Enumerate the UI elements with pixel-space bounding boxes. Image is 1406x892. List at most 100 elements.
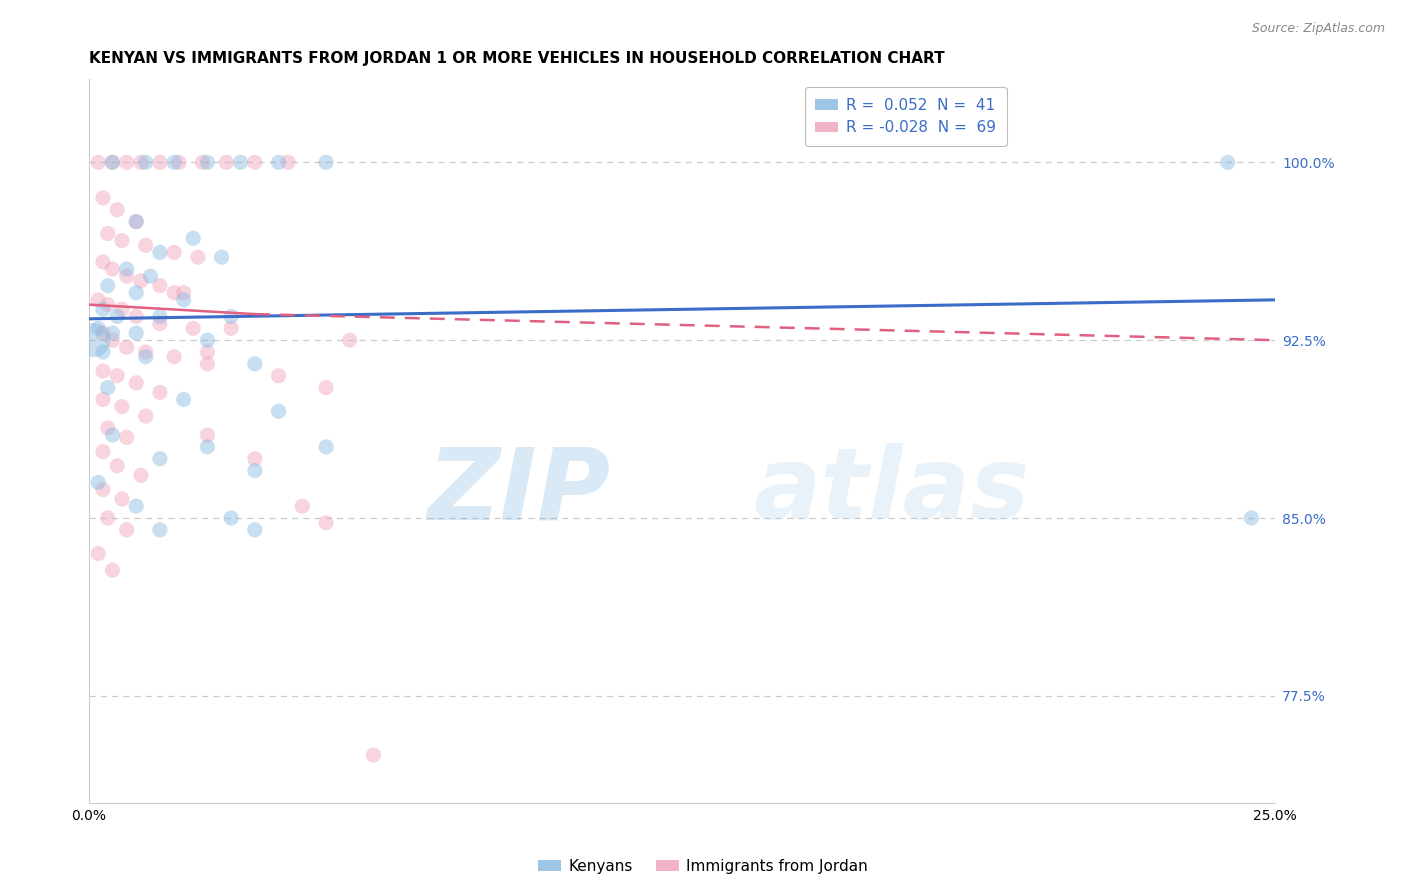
Point [101,563,124,577]
Point [111,491,134,506]
Point [129,155,152,169]
Point [163,155,186,169]
Point [181,321,204,335]
Point [243,155,266,169]
Point [101,428,124,442]
Point [115,340,138,354]
Point [97,421,120,435]
Point [135,238,157,252]
Point [97,297,120,311]
Point [163,285,186,300]
Point [267,368,290,383]
Point [125,214,148,228]
Point [105,202,128,217]
Point [315,440,337,454]
Point [91,255,114,269]
Point [149,310,172,324]
Point [163,350,186,364]
Point [125,499,148,513]
Point [129,468,152,483]
Point [315,155,337,169]
Point [243,523,266,537]
Point [91,326,114,340]
Point [125,214,148,228]
Point [125,376,148,390]
Point [229,155,252,169]
Point [125,326,148,340]
Point [315,381,337,395]
Point [167,155,190,169]
Point [111,234,134,248]
Point [105,368,128,383]
Point [149,317,172,331]
Point [197,357,219,371]
Point [267,155,290,169]
Point [197,333,219,347]
Point [149,385,172,400]
Point [267,404,290,418]
Point [115,523,138,537]
Point [91,364,114,378]
Point [135,409,157,423]
Point [173,285,195,300]
Point [243,357,266,371]
Point [91,483,114,497]
Text: KENYAN VS IMMIGRANTS FROM JORDAN 1 OR MORE VEHICLES IN HOUSEHOLD CORRELATION CHA: KENYAN VS IMMIGRANTS FROM JORDAN 1 OR MO… [89,51,945,66]
Point [197,345,219,359]
Point [91,191,114,205]
Text: atlas: atlas [754,443,1029,540]
Point [115,155,138,169]
Point [1240,511,1263,525]
Point [91,302,114,317]
Legend: R =  0.052  N =  41, R = -0.028  N =  69: R = 0.052 N = 41, R = -0.028 N = 69 [804,87,1007,146]
Point [111,302,134,317]
Point [191,155,214,169]
Point [97,511,120,525]
Point [363,748,385,763]
Point [125,310,148,324]
Point [91,444,114,458]
Point [101,155,124,169]
Point [197,155,219,169]
Point [1216,155,1239,169]
Point [291,499,314,513]
Legend: Kenyans, Immigrants from Jordan: Kenyans, Immigrants from Jordan [531,853,875,880]
Point [135,345,157,359]
Point [181,231,204,245]
Point [125,285,148,300]
Point [91,392,114,407]
Point [149,278,172,293]
Point [219,511,242,525]
Point [315,516,337,530]
Point [101,326,124,340]
Point [139,269,162,284]
Point [82,333,104,347]
Point [173,293,195,307]
Point [87,155,110,169]
Point [97,227,120,241]
Point [115,430,138,444]
Point [87,293,110,307]
Point [339,333,361,347]
Point [219,310,242,324]
Point [87,547,110,561]
Point [243,451,266,466]
Point [215,155,238,169]
Point [211,250,233,264]
Point [219,321,242,335]
Point [149,523,172,537]
Point [135,350,157,364]
Point [197,440,219,454]
Point [197,428,219,442]
Text: Source: ZipAtlas.com: Source: ZipAtlas.com [1251,22,1385,36]
Point [135,155,157,169]
Text: ZIP: ZIP [427,443,610,540]
Point [105,458,128,473]
Point [163,245,186,260]
Point [101,155,124,169]
Point [115,269,138,284]
Point [111,400,134,414]
Point [87,475,110,490]
Point [277,155,299,169]
Point [91,345,114,359]
